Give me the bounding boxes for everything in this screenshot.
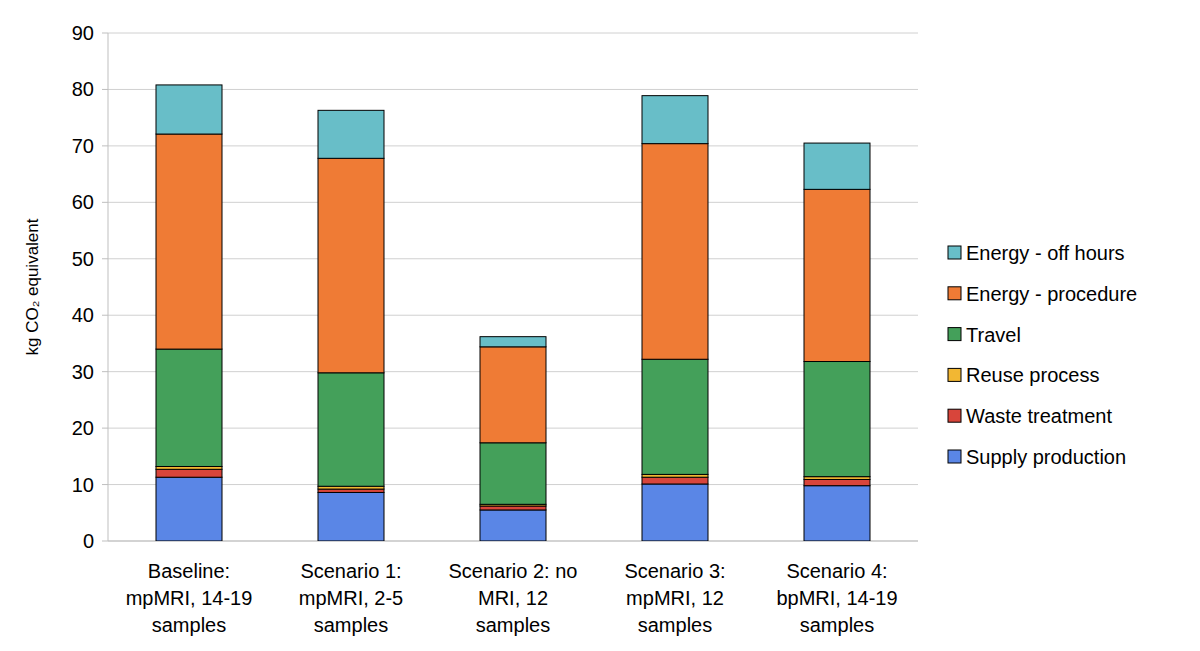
- category-line: mpMRI, 2-5: [299, 587, 403, 609]
- bar-segment: [642, 96, 708, 144]
- legend-label: Reuse process: [966, 364, 1099, 386]
- legend-label: Supply production: [966, 446, 1126, 468]
- bar-segment: [804, 189, 870, 361]
- category-line: samples: [800, 614, 874, 636]
- bar-segment: [804, 479, 870, 485]
- bar-segment: [318, 373, 384, 486]
- grid-line: [108, 33, 918, 34]
- bar-segment: [318, 492, 384, 541]
- bar-segment: [156, 85, 222, 134]
- category-label: Scenario 4: bpMRI, 14-19 samples: [776, 560, 897, 636]
- bar-segment: [156, 349, 222, 466]
- bar-segment: [318, 489, 384, 492]
- category-line: mpMRI, 14-19: [126, 587, 253, 609]
- bar-segment: [642, 359, 708, 474]
- legend-label: Energy - off hours: [966, 242, 1125, 264]
- tick-label: 90: [72, 22, 94, 44]
- y-axis-label: kg CO₂ equivalent: [23, 218, 42, 355]
- bar-segment: [642, 144, 708, 360]
- category-line: samples: [638, 614, 712, 636]
- tick-label: 20: [72, 417, 94, 439]
- category-line: MRI, 12: [478, 587, 548, 609]
- chart: 0 10 20 30 40 50 60 70 80 90 Baseline: mpMRI, 14-19…: [0, 0, 1200, 651]
- bar-segment: [804, 486, 870, 541]
- category-label: Scenario 1: mpMRI, 2-5 samples: [299, 560, 403, 636]
- category-line: samples: [152, 614, 226, 636]
- legend-swatch: [948, 368, 961, 381]
- legend-swatch: [948, 328, 961, 341]
- bar-segment: [318, 110, 384, 158]
- category-line: samples: [476, 614, 550, 636]
- tick-mark: [102, 428, 108, 429]
- y-axis: [108, 33, 109, 541]
- category-line: Scenario 3:: [624, 560, 725, 582]
- bar-segment: [480, 347, 546, 443]
- tick-label: 60: [72, 191, 94, 213]
- legend-label: Waste treatment: [966, 405, 1112, 427]
- bar-segment: [480, 506, 546, 510]
- category-line: samples: [314, 614, 388, 636]
- tick-label: 0: [83, 530, 94, 552]
- category-line: Scenario 1:: [300, 560, 401, 582]
- bar-segment: [480, 510, 546, 541]
- bar-segment: [642, 477, 708, 484]
- grid-line: [108, 89, 918, 90]
- category-label: Baseline: mpMRI, 14-19 samples: [126, 560, 253, 636]
- tick-mark: [102, 202, 108, 203]
- tick-mark: [102, 484, 108, 485]
- category-line: Baseline:: [148, 560, 230, 582]
- legend-label: Energy - procedure: [966, 283, 1137, 305]
- bar-segment: [318, 158, 384, 372]
- bar-segment: [156, 134, 222, 349]
- tick-label: 80: [72, 78, 94, 100]
- grid-line: [108, 202, 918, 203]
- legend-swatch: [948, 287, 961, 300]
- category-label: Scenario 2: no MRI, 12 samples: [449, 560, 578, 636]
- tick-label: 70: [72, 135, 94, 157]
- bars: [156, 85, 870, 541]
- legend-label: Travel: [966, 324, 1021, 346]
- category-line: mpMRI, 12: [626, 587, 724, 609]
- tick-mark: [102, 145, 108, 146]
- grid-line: [108, 145, 918, 146]
- bar-segment: [804, 143, 870, 189]
- legend-swatch: [948, 450, 961, 463]
- tick-label: 40: [72, 304, 94, 326]
- bar-segment: [156, 477, 222, 541]
- tick-mark: [102, 258, 108, 259]
- category-line: Scenario 4:: [786, 560, 887, 582]
- legend-swatch: [948, 409, 961, 422]
- legend-swatch: [948, 246, 961, 259]
- grid-line: [108, 258, 918, 259]
- category-line: Scenario 2: no: [449, 560, 578, 582]
- bar-segment: [480, 443, 546, 505]
- tick-mark: [102, 315, 108, 316]
- legend: Energy - off hours Energy - procedure Trav…: [948, 242, 1137, 468]
- tick-label: 10: [72, 474, 94, 496]
- tick-label: 50: [72, 248, 94, 270]
- tick-mark: [102, 33, 108, 34]
- tick-mark: [102, 541, 108, 542]
- tick-label: 30: [72, 361, 94, 383]
- bar-segment: [642, 484, 708, 541]
- bar-segment: [156, 469, 222, 477]
- category-label: Scenario 3: mpMRI, 12 samples: [624, 560, 725, 636]
- bar-segment: [804, 362, 870, 477]
- tick-mark: [102, 371, 108, 372]
- category-line: bpMRI, 14-19: [776, 587, 897, 609]
- tick-mark: [102, 89, 108, 90]
- grid-line: [108, 315, 918, 316]
- bar-segment: [480, 337, 546, 347]
